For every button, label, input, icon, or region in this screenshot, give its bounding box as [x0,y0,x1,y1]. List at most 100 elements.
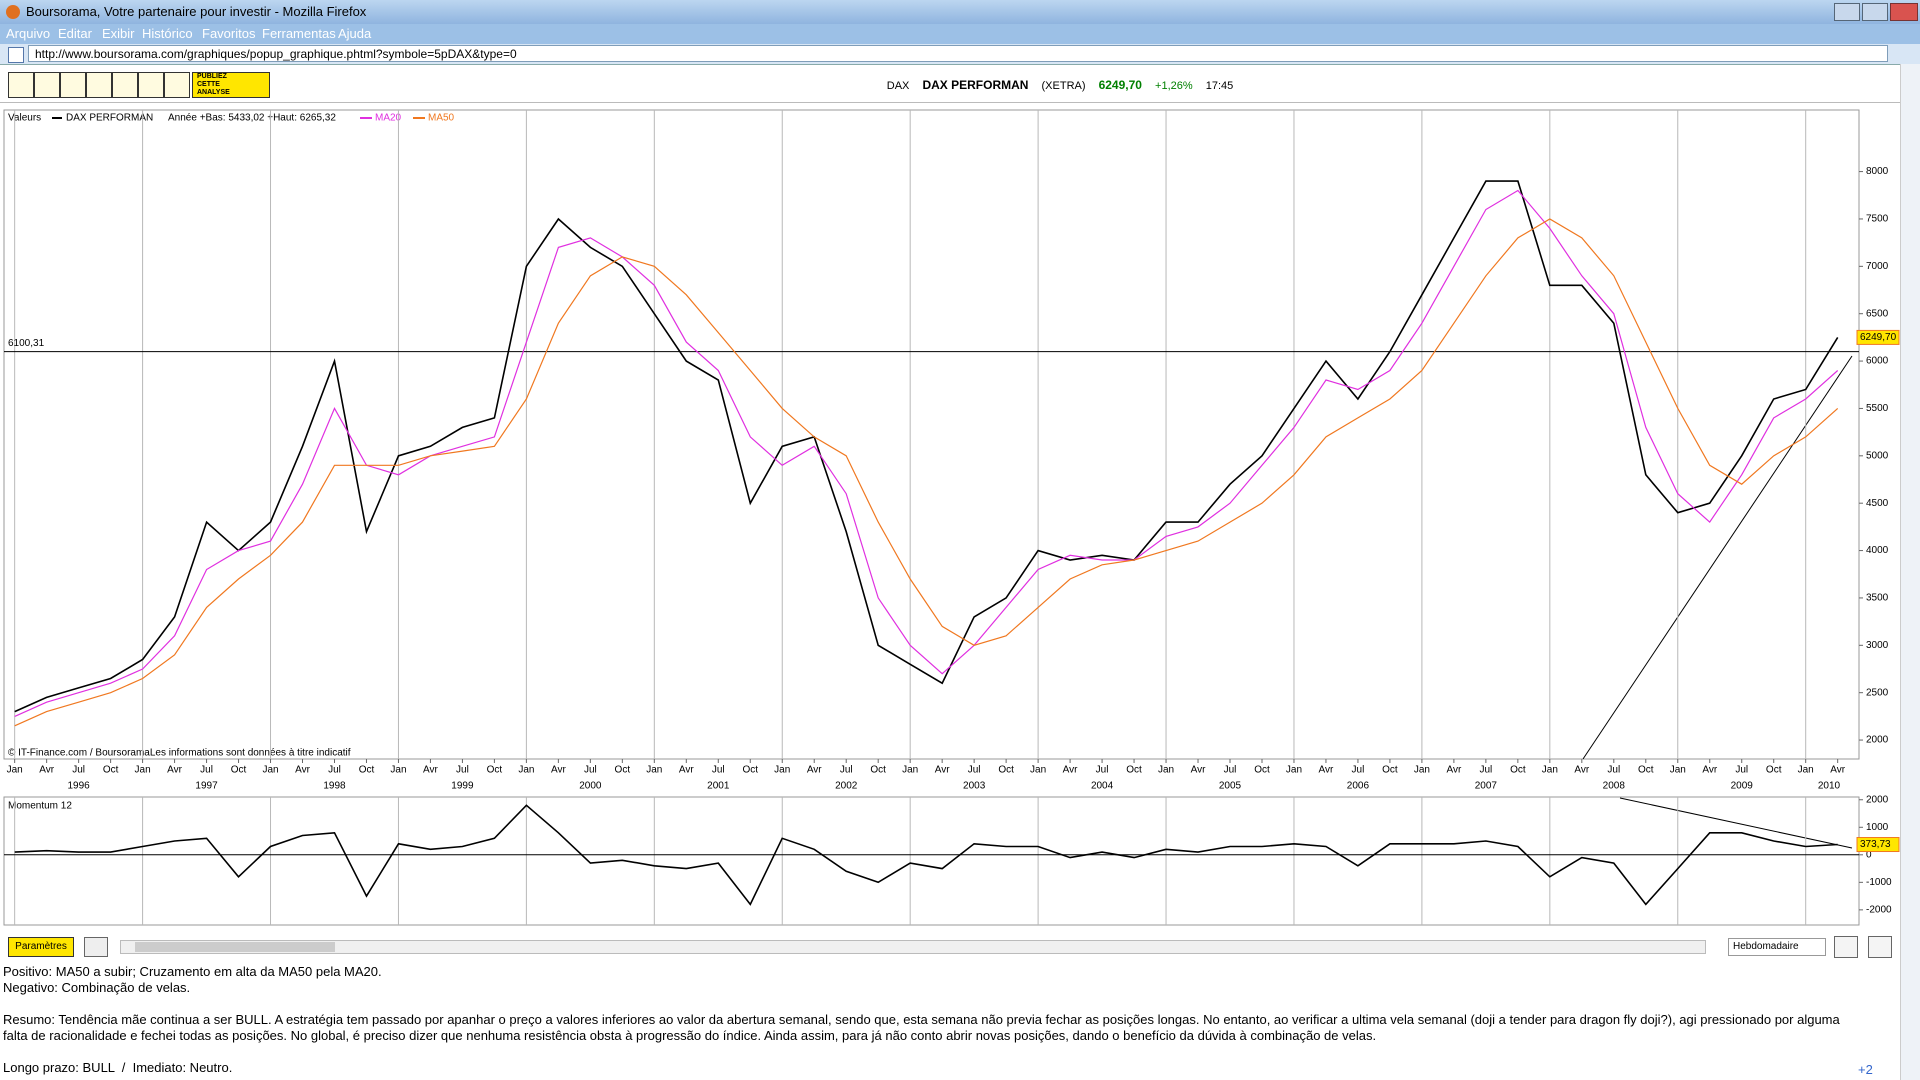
trend-line [1619,797,1853,849]
menu-item[interactable]: Favoritos [202,26,256,41]
x-tick-label: Jan [1286,765,1302,776]
print-button[interactable] [84,937,108,957]
x-tick-label: Avr [167,765,182,776]
publish-button[interactable]: PUBLIEZ CETTE ANALYSE [192,72,270,98]
menu-bar: Arquivo Editar Exibir Histórico Favorito… [0,24,1920,44]
y-tick-label: 2000 [1866,794,1889,805]
last-value-tag [1856,837,1900,853]
change: +1,26% [1155,80,1193,92]
x-tick-label: Avr [551,765,566,776]
line-tool[interactable] [34,72,60,98]
quote: DAX DAX PERFORMAN (XETRA) 6249,70 +1,26%… [0,78,1920,92]
more-link[interactable]: +2 [1858,1062,1873,1077]
x-tick-label: Oct [870,765,886,776]
x-tick-label: Jul [712,765,725,776]
publish-text: CETTE [197,81,220,88]
x-tick-label: Jan [518,765,534,776]
y-tick-label: 5500 [1866,403,1889,414]
year-label: 2007 [1475,781,1498,792]
symbol-name: DAX PERFORMAN [922,78,1029,92]
publish-text: ANALYSE [197,89,230,96]
year-label: 1996 [68,781,91,792]
menu-item[interactable]: Editar [58,26,92,41]
market: DAX [886,80,910,92]
y-tick-label: 2000 [1866,735,1889,746]
x-tick-label: Jul [968,765,981,776]
close-button[interactable] [1890,3,1918,21]
reference-label: 6100,31 [8,338,45,349]
x-tick-label: Avr [1574,765,1589,776]
y-tick-label: 3500 [1866,593,1889,604]
year-label: 2001 [707,781,730,792]
trend-line [1582,355,1853,760]
x-tick-label: Avr [1063,765,1078,776]
fibo-tool[interactable] [112,72,138,98]
x-tick-label: Jul [1735,765,1748,776]
x-tick-label: Avr [39,765,54,776]
scroll-thumb[interactable] [135,942,335,952]
x-tick-label: Jan [1670,765,1686,776]
y-tick-label: 7000 [1866,261,1889,272]
year-label: 2009 [1731,781,1754,792]
analysis-line: Resumo: Tendência mãe continua a ser BUL… [3,1012,1840,1043]
url-bar: http://www.boursorama.com/graphiques/pop… [0,44,1920,65]
horizontal-scrollbar[interactable] [120,940,1706,954]
x-tick-label: Jul [584,765,597,776]
y-tick-label: 1000 [1866,822,1889,833]
analysis-line: Negativo: Combinação de velas. [3,980,191,995]
x-tick-label: Avr [1191,765,1206,776]
menu-item[interactable]: Arquivo [6,26,51,41]
app-icon [6,5,20,19]
x-tick-label: Jul [1352,765,1365,776]
credit: © IT-Finance.com / BoursoramaLes informa… [8,748,351,759]
x-tick-label: Jan [1030,765,1046,776]
x-tick-label: Jul [200,765,213,776]
year-label: 2004 [1091,781,1114,792]
x-tick-label: Jul [456,765,469,776]
price: 6249,70 [1098,78,1142,92]
analysis-text: Positivo: MA50 a subir; Cruzamento em al… [3,964,1853,1076]
hline-tool[interactable] [60,72,86,98]
year-label: 1999 [451,781,474,792]
x-tick-label: Jul [840,765,853,776]
x-tick-label: Jul [1224,765,1237,776]
y-tick-label: -1000 [1866,877,1892,888]
x-tick-label: Jul [1479,765,1492,776]
menu-item[interactable]: Exibir [102,26,135,41]
delete-tool[interactable] [164,72,190,98]
x-tick-label: Oct [1638,765,1654,776]
series-line [14,189,1839,717]
channel-tool[interactable] [86,72,112,98]
site-icon [8,47,24,63]
params-button[interactable]: Paramètres [8,937,74,957]
menu-item[interactable]: Ajuda [338,26,372,41]
vertical-scrollbar[interactable] [1900,64,1920,1080]
menu-item[interactable]: Histórico [142,26,193,41]
year-label: 1997 [195,781,218,792]
menu-item[interactable]: Ferramentas [262,26,336,41]
last-value-tag [1856,329,1900,345]
x-tick-label: Jan [1798,765,1814,776]
exchange: (XETRA) [1041,80,1086,92]
x-tick-label: Jul [1607,765,1620,776]
momentum-frame [3,796,1860,926]
year-label: 2006 [1347,781,1370,792]
y-tick-label: 6500 [1866,308,1889,319]
y-tick-label: 4500 [1866,498,1889,509]
x-tick-label: Avr [1319,765,1334,776]
maximize-button[interactable] [1862,3,1888,21]
x-tick-label: Oct [231,765,247,776]
zoom-tool[interactable] [8,72,34,98]
period-select[interactable]: Hebdomadaire [1728,938,1826,956]
zoom-in-button[interactable] [1868,936,1892,958]
minimize-button[interactable] [1834,3,1860,21]
analysis-line: Longo prazo: BULL / Imediato: Neutro. [3,1060,233,1075]
arrow-tool[interactable] [138,72,164,98]
x-tick-label: Oct [103,765,119,776]
last-value-label: 6249,70 [1860,332,1897,343]
url-field[interactable]: http://www.boursorama.com/graphiques/pop… [28,45,1888,62]
momentum-title: Momentum 12 [8,801,72,812]
zoom-out-button[interactable] [1834,936,1858,958]
x-tick-label: Oct [1766,765,1782,776]
y-tick-label: 8000 [1866,166,1889,177]
